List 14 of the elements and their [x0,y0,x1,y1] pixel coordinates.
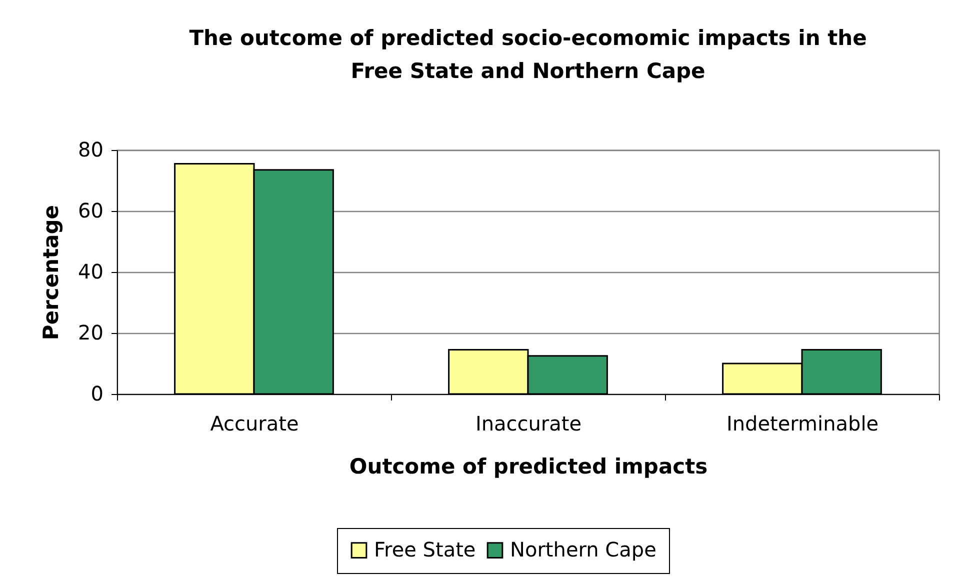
legend-label: Northern Cape [510,537,656,562]
x-tick-label: Inaccurate [475,412,582,436]
legend-label: Free State [374,537,476,562]
y-tick-label: 80 [78,138,104,162]
text: The outcome of predicted socio-ecomomic impacts in the [189,26,867,50]
x-tick-label: Indeterminable [726,412,879,436]
y-tick-label: 60 [78,198,104,222]
x-axis-title: Outcome of predicted impacts [349,454,708,478]
y-tick-label: 20 [78,320,104,344]
y-axis-title: Percentage [39,204,64,340]
x-tick-label: Accurate [210,412,299,436]
y-tick-label: 0 [90,382,104,406]
text: Free State and Northern Cape [350,59,706,83]
y-tick-label: 40 [78,260,104,284]
